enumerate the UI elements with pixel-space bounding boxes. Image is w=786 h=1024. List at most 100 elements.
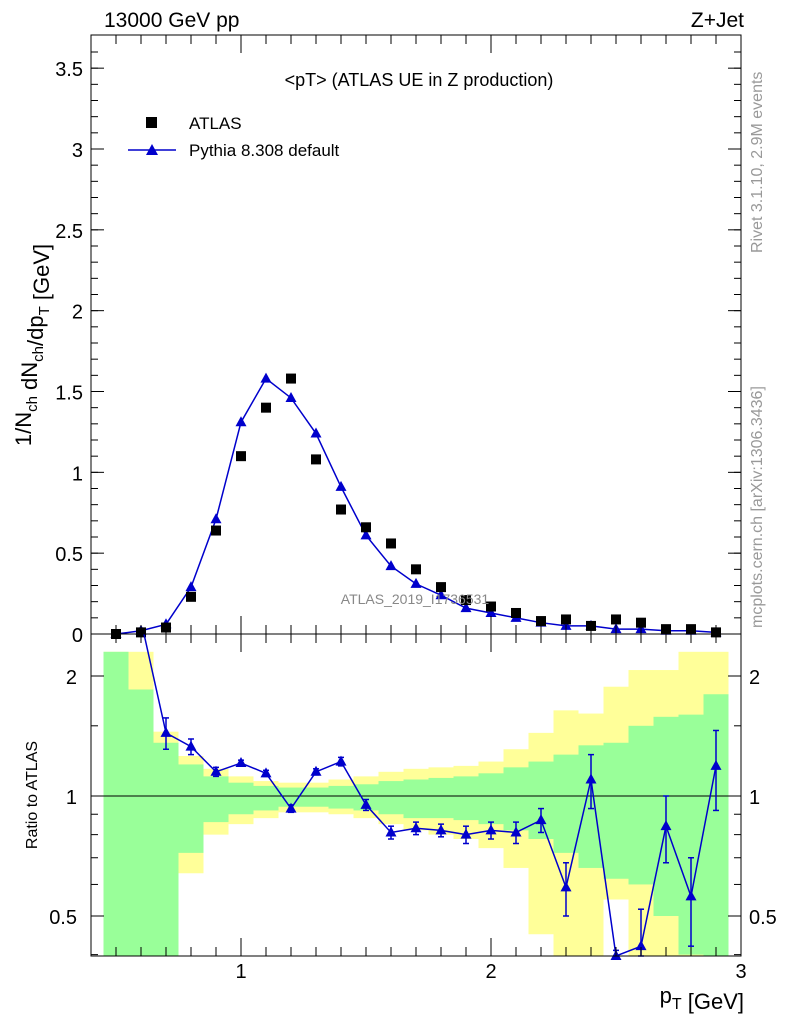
rivet-version-label: Rivet 3.1.10, 2.9M events	[749, 72, 766, 253]
inner-band-bin	[303, 787, 329, 807]
ratio-point	[260, 767, 272, 778]
ratio-ytick-label: 2	[66, 667, 77, 689]
pythia-point	[260, 372, 272, 383]
ratio-line	[143, 633, 717, 958]
pythia-point	[360, 529, 372, 540]
main-ytick-label: 1.5	[55, 383, 83, 405]
inner-band-bin	[603, 742, 629, 879]
inner-band-bin	[103, 651, 129, 956]
atlas-point	[386, 538, 396, 549]
pythia-point	[210, 513, 222, 524]
inner-band-bin	[253, 785, 279, 811]
atlas-point	[511, 607, 521, 618]
ratio-bands	[103, 651, 729, 956]
atlas-point	[536, 616, 546, 627]
atlas-point	[311, 454, 321, 465]
ratio-ytick-label-right: 2	[749, 667, 760, 689]
inner-band-bin	[178, 764, 204, 853]
ratio-ytick-label: 1	[66, 787, 77, 809]
pythia-point	[385, 560, 397, 571]
main-axes: 0 0.5 1 1.5 2 2.5 3 3.5	[55, 35, 742, 647]
ratio-point	[685, 890, 697, 901]
main-ytick-label: 3	[72, 140, 83, 162]
svg-text:1/Nch dNch/dpT [GeV]: 1/Nch dNch/dpT [GeV]	[11, 244, 54, 446]
header-energy-label: 13000 GeV pp	[104, 9, 239, 32]
inner-band-bin	[628, 725, 654, 885]
mcplots-label: mcplots.cern.ch [arXiv:1306.3436]	[749, 386, 766, 628]
atlas-point	[236, 451, 246, 462]
pythia-point	[560, 619, 572, 630]
legend-atlas-label: ATLAS	[189, 114, 242, 133]
main-ytick-label: 2.5	[55, 221, 83, 243]
ratio-point	[485, 824, 497, 835]
ratio-axes: 0.5 0.5 1 1 2 2 1 2 3	[49, 634, 777, 983]
legend-pythia-marker	[146, 144, 158, 155]
main-ytick-label: 0	[72, 625, 83, 647]
header-process-label: Z+Jet	[691, 9, 744, 32]
inner-band-bin	[128, 689, 154, 956]
ratio-point	[635, 940, 647, 951]
ratio-point	[660, 820, 672, 831]
inner-band-bin	[553, 754, 579, 853]
ratio-point	[185, 740, 197, 751]
ratio-xtick-label: 3	[735, 961, 746, 983]
ratio-point	[460, 828, 472, 839]
pythia-point	[435, 589, 447, 600]
ratio-point	[285, 802, 297, 813]
ratio-point	[360, 798, 372, 809]
inner-band-bin	[228, 782, 254, 815]
atlas-point	[336, 504, 346, 515]
atlas-point	[561, 614, 571, 625]
main-ytick-label: 0.5	[55, 544, 83, 566]
ratio-point	[385, 826, 397, 837]
atlas-point	[186, 591, 196, 602]
ratio-point	[710, 759, 722, 770]
pythia-point	[410, 577, 422, 588]
legend-atlas-marker	[146, 117, 157, 128]
ratio-marks	[143, 633, 722, 960]
inner-band-bin	[378, 781, 404, 815]
inner-band-bin	[328, 785, 354, 809]
pythia-point	[460, 602, 472, 613]
inner-band-bin	[203, 776, 229, 823]
legend-pythia-label: Pythia 8.308 default	[189, 141, 340, 160]
legend: ATLAS Pythia 8.308 default	[128, 114, 340, 160]
ratio-point	[535, 814, 547, 825]
pythia-point	[285, 391, 297, 402]
pythia-point	[335, 480, 347, 491]
analysis-watermark: ATLAS_2019_I1736531	[341, 591, 490, 607]
atlas-point	[211, 525, 221, 536]
atlas-point	[611, 614, 621, 625]
ratio-point	[410, 822, 422, 833]
inner-band-bin	[503, 767, 529, 831]
ratio-point	[335, 755, 347, 766]
ratio-point	[310, 765, 322, 776]
ratio-ytick-label: 0.5	[49, 907, 77, 929]
ratio-point	[435, 824, 447, 835]
main-ytick-label: 2	[72, 302, 83, 324]
ratio-ytick-label-right: 0.5	[749, 907, 777, 929]
ratio-point	[560, 881, 572, 892]
inner-band-bin	[428, 777, 454, 819]
atlas-point	[636, 617, 646, 628]
atlas-point	[286, 373, 296, 384]
ratio-point	[510, 826, 522, 837]
atlas-point	[436, 582, 446, 593]
main-ytick-label: 3.5	[55, 59, 83, 81]
pythia-point	[485, 606, 497, 617]
inner-band-bin	[278, 787, 304, 807]
ratio-ylabel: Ratio to ATLAS	[24, 741, 41, 849]
atlas-point	[461, 595, 471, 606]
ratio-point	[210, 765, 222, 776]
ratio-point	[160, 726, 172, 737]
ratio-panel: 0.5 0.5 1 1 2 2 1 2 3	[49, 633, 777, 983]
pythia-point	[235, 416, 247, 427]
pythia-point	[185, 581, 197, 592]
ratio-ytick-label-right: 1	[749, 787, 760, 809]
inner-band-bin	[403, 779, 429, 819]
main-ylabel: 1/Nch dNch/dpT [GeV]	[11, 244, 54, 446]
main-panel: ATLAS_2019_I1736531 <pT> (ATLAS UE in Z …	[55, 34, 742, 647]
atlas-point	[361, 522, 371, 533]
ratio-point	[235, 756, 247, 767]
